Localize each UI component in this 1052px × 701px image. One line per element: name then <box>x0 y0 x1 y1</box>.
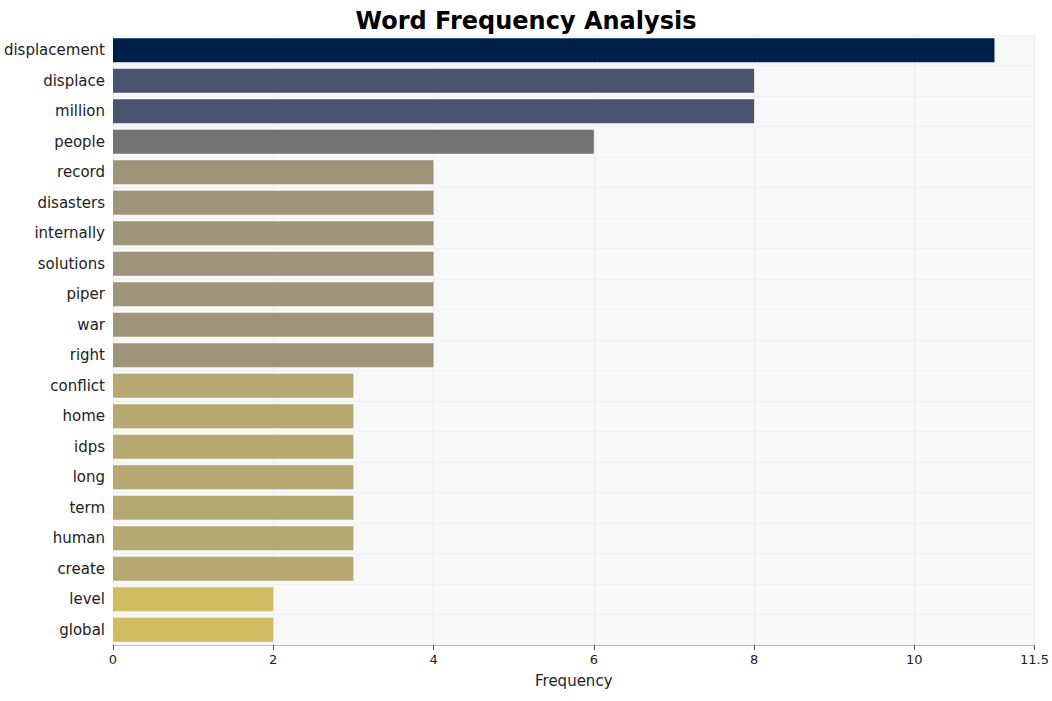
svg-text:disasters: disasters <box>37 194 105 212</box>
svg-text:right: right <box>70 346 105 364</box>
svg-text:11.5: 11.5 <box>1020 652 1049 667</box>
svg-text:6: 6 <box>590 652 598 667</box>
svg-text:0: 0 <box>109 652 117 667</box>
svg-text:long: long <box>73 468 105 486</box>
svg-text:piper: piper <box>66 285 105 303</box>
svg-text:Frequency: Frequency <box>535 672 613 690</box>
svg-text:people: people <box>54 133 105 151</box>
svg-text:home: home <box>62 407 105 425</box>
svg-text:2: 2 <box>269 652 277 667</box>
svg-text:Word Frequency Analysis: Word Frequency Analysis <box>356 7 697 35</box>
svg-text:displace: displace <box>43 72 105 90</box>
svg-text:10: 10 <box>906 652 923 667</box>
svg-text:conflict: conflict <box>50 377 105 395</box>
svg-text:million: million <box>55 102 105 120</box>
svg-text:term: term <box>69 499 105 517</box>
svg-text:idps: idps <box>74 438 105 456</box>
svg-text:war: war <box>77 316 105 334</box>
svg-text:human: human <box>53 529 105 547</box>
svg-text:internally: internally <box>34 224 105 242</box>
svg-text:record: record <box>57 163 105 181</box>
svg-text:level: level <box>69 590 105 608</box>
svg-text:8: 8 <box>750 652 758 667</box>
svg-text:4: 4 <box>429 652 437 667</box>
svg-text:global: global <box>59 621 105 639</box>
svg-text:displacement: displacement <box>4 41 105 59</box>
svg-text:create: create <box>57 560 105 578</box>
svg-text:solutions: solutions <box>38 255 105 273</box>
